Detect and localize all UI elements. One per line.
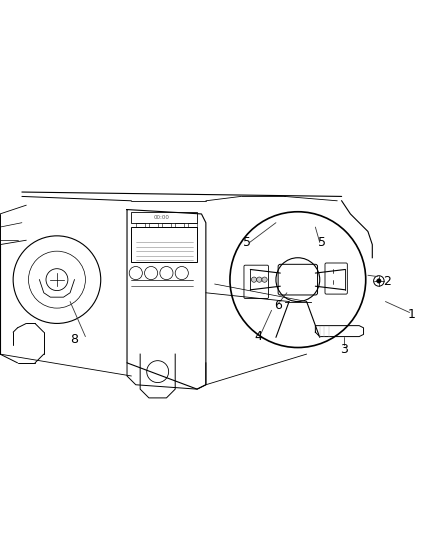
Text: 5: 5	[318, 236, 326, 249]
Circle shape	[251, 277, 257, 282]
Circle shape	[377, 279, 381, 283]
Text: 6: 6	[274, 300, 282, 312]
Text: 00:00: 00:00	[154, 215, 170, 220]
Text: 3: 3	[340, 343, 348, 356]
Text: 8: 8	[71, 333, 78, 346]
Text: 2: 2	[383, 276, 391, 288]
Text: 1: 1	[408, 308, 416, 321]
Text: 5: 5	[244, 236, 251, 249]
Circle shape	[262, 277, 267, 282]
Circle shape	[257, 277, 262, 282]
Text: 4: 4	[254, 330, 262, 343]
